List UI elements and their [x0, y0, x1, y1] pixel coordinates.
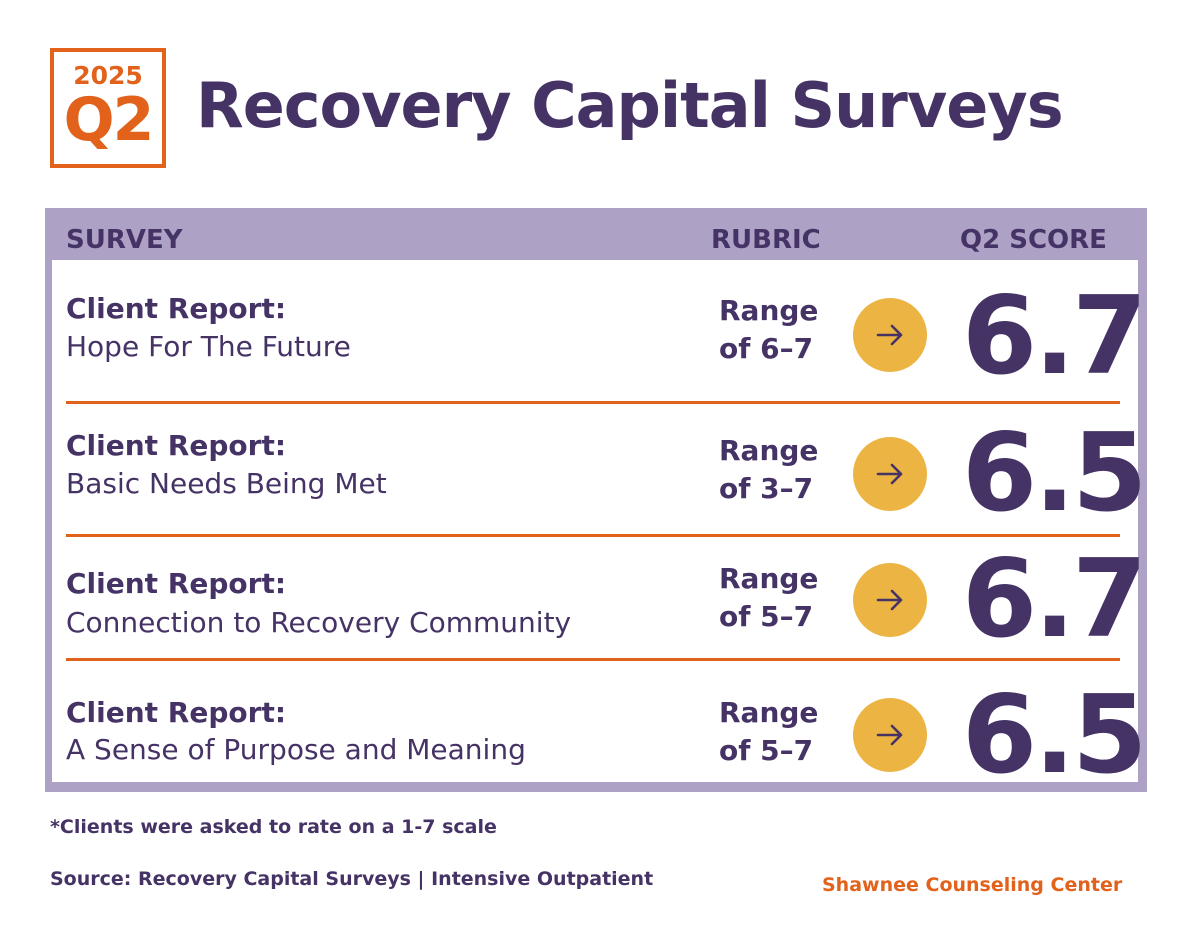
badge-year: 2025 [73, 61, 143, 90]
header-score: Q2 SCORE [960, 225, 1107, 255]
row-category: Client Report: [66, 292, 287, 325]
table-row: Client Report: A Sense of Purpose and Me… [52, 661, 1147, 791]
row-rubric-range: of 5–7 [719, 600, 814, 633]
source-citation: Source: Recovery Capital Surveys | Inten… [50, 868, 654, 890]
table-row: Client Report: Hope For The Future Range… [52, 260, 1147, 400]
quarter-badge: 2025 Q2 [50, 48, 166, 168]
row-divider [66, 534, 1120, 537]
row-category: Client Report: [66, 696, 287, 729]
row-rubric-label: Range [719, 434, 819, 467]
row-category: Client Report: [66, 567, 287, 600]
row-survey-name: Connection to Recovery Community [66, 606, 572, 639]
survey-table: SURVEY RUBRIC Q2 SCORE Client Report: Ho… [45, 208, 1147, 792]
row-rubric-range: of 6–7 [719, 332, 814, 365]
row-survey-name: A Sense of Purpose and Meaning [66, 733, 526, 766]
row-survey-name: Hope For The Future [66, 330, 351, 363]
row-score: 6.5 [962, 673, 1147, 798]
row-rubric-label: Range [719, 294, 819, 327]
row-rubric-range: of 3–7 [719, 472, 814, 505]
row-divider [66, 401, 1120, 404]
row-rubric-label: Range [719, 562, 819, 595]
row-category: Client Report: [66, 429, 287, 462]
arrow-right-icon [853, 698, 927, 772]
organization-name: Shawnee Counseling Center [822, 874, 1123, 896]
table-row: Client Report: Basic Needs Being Met Ran… [52, 404, 1147, 534]
table-body: Client Report: Hope For The Future Range… [52, 260, 1147, 791]
row-score: 6.7 [962, 274, 1147, 399]
header-rubric: RUBRIC [711, 225, 821, 255]
row-score: 6.5 [962, 411, 1147, 536]
badge-quarter: Q2 [63, 85, 155, 155]
row-rubric-range: of 5–7 [719, 734, 814, 767]
table-row: Client Report: Connection to Recovery Co… [52, 537, 1147, 657]
footnote: *Clients were asked to rate on a 1-7 sca… [50, 816, 497, 838]
row-survey-name: Basic Needs Being Met [66, 467, 387, 500]
row-rubric-label: Range [719, 696, 819, 729]
header-survey: SURVEY [66, 225, 183, 255]
row-score: 6.7 [962, 537, 1147, 662]
arrow-right-icon [853, 437, 927, 511]
page-title: Recovery Capital Surveys [196, 69, 1064, 142]
arrow-right-icon [853, 563, 927, 637]
row-divider [66, 658, 1120, 661]
arrow-right-icon [853, 298, 927, 372]
